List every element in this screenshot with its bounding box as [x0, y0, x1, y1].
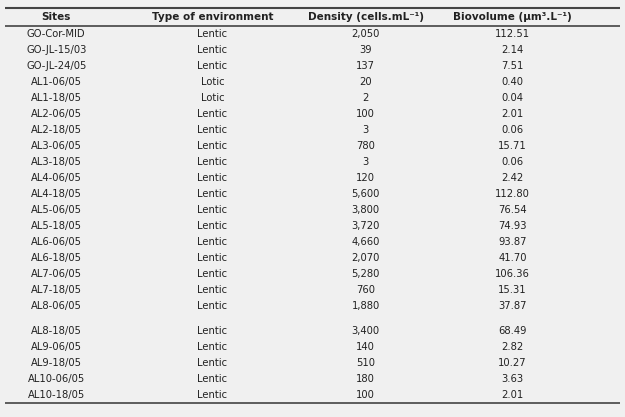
Text: GO-JL-15/03: GO-JL-15/03	[26, 45, 86, 55]
Text: Lentic: Lentic	[198, 326, 228, 336]
Text: 2.82: 2.82	[501, 342, 524, 352]
Text: 76.54: 76.54	[498, 205, 527, 215]
Text: 2,050: 2,050	[351, 29, 380, 39]
Text: AL4-06/05: AL4-06/05	[31, 173, 82, 183]
Text: GO-Cor-MID: GO-Cor-MID	[27, 29, 86, 39]
Text: 100: 100	[356, 390, 375, 400]
Text: AL6-18/05: AL6-18/05	[31, 253, 82, 263]
Text: 68.49: 68.49	[498, 326, 527, 336]
Text: AL5-06/05: AL5-06/05	[31, 205, 82, 215]
Text: Lentic: Lentic	[198, 157, 228, 167]
Text: 3: 3	[362, 157, 369, 167]
Text: 4,660: 4,660	[351, 237, 380, 247]
Text: 0.40: 0.40	[501, 77, 524, 87]
Text: 20: 20	[359, 77, 372, 87]
Text: 2.01: 2.01	[501, 390, 524, 400]
Text: 112.80: 112.80	[495, 189, 530, 199]
Text: 106.36: 106.36	[495, 269, 530, 279]
Text: AL10-18/05: AL10-18/05	[28, 390, 85, 400]
Text: 3,720: 3,720	[351, 221, 380, 231]
Text: Lentic: Lentic	[198, 61, 228, 71]
Text: 0.06: 0.06	[501, 157, 524, 167]
Text: 15.31: 15.31	[498, 285, 527, 295]
Text: Lentic: Lentic	[198, 173, 228, 183]
Text: Biovolume (μm³.L⁻¹): Biovolume (μm³.L⁻¹)	[453, 12, 572, 22]
Text: 3,800: 3,800	[351, 205, 380, 215]
Text: 2.42: 2.42	[501, 173, 524, 183]
Text: 93.87: 93.87	[498, 237, 527, 247]
Text: 3: 3	[362, 125, 369, 135]
Text: AL2-06/05: AL2-06/05	[31, 109, 82, 119]
Text: Lentic: Lentic	[198, 253, 228, 263]
Text: AL2-18/05: AL2-18/05	[31, 125, 82, 135]
Text: Lentic: Lentic	[198, 189, 228, 199]
Text: 5,280: 5,280	[351, 269, 380, 279]
Text: AL4-18/05: AL4-18/05	[31, 189, 82, 199]
Text: 37.87: 37.87	[498, 301, 527, 311]
Text: 39: 39	[359, 45, 372, 55]
Text: Lentic: Lentic	[198, 45, 228, 55]
Text: 100: 100	[356, 109, 375, 119]
Text: AL3-06/05: AL3-06/05	[31, 141, 82, 151]
Text: 112.51: 112.51	[495, 29, 530, 39]
Text: AL8-18/05: AL8-18/05	[31, 326, 82, 336]
Text: 0.04: 0.04	[501, 93, 524, 103]
Text: AL1-06/05: AL1-06/05	[31, 77, 82, 87]
Text: 137: 137	[356, 61, 375, 71]
Text: 2,070: 2,070	[351, 253, 380, 263]
Text: Lentic: Lentic	[198, 237, 228, 247]
Text: Lotic: Lotic	[201, 93, 224, 103]
Text: 2.14: 2.14	[501, 45, 524, 55]
Text: 3.63: 3.63	[501, 374, 524, 384]
Text: AL7-18/05: AL7-18/05	[31, 285, 82, 295]
Text: 780: 780	[356, 141, 375, 151]
Text: 140: 140	[356, 342, 375, 352]
Text: Lentic: Lentic	[198, 29, 228, 39]
Text: 180: 180	[356, 374, 375, 384]
Text: Lentic: Lentic	[198, 342, 228, 352]
Text: 3,400: 3,400	[351, 326, 380, 336]
Text: AL1-18/05: AL1-18/05	[31, 93, 82, 103]
Text: AL9-18/05: AL9-18/05	[31, 358, 82, 368]
Text: 5,600: 5,600	[351, 189, 380, 199]
Text: 760: 760	[356, 285, 375, 295]
Text: 510: 510	[356, 358, 375, 368]
Text: 120: 120	[356, 173, 375, 183]
Text: Lentic: Lentic	[198, 205, 228, 215]
Text: 2.01: 2.01	[501, 109, 524, 119]
Text: 15.71: 15.71	[498, 141, 527, 151]
Text: AL3-18/05: AL3-18/05	[31, 157, 82, 167]
Text: Lentic: Lentic	[198, 109, 228, 119]
Text: Lentic: Lentic	[198, 141, 228, 151]
Text: Lentic: Lentic	[198, 301, 228, 311]
Text: 41.70: 41.70	[498, 253, 527, 263]
Text: Sites: Sites	[41, 12, 71, 22]
Text: Lentic: Lentic	[198, 125, 228, 135]
Text: Lentic: Lentic	[198, 221, 228, 231]
Text: AL5-18/05: AL5-18/05	[31, 221, 82, 231]
Text: AL9-06/05: AL9-06/05	[31, 342, 82, 352]
Text: AL8-06/05: AL8-06/05	[31, 301, 82, 311]
Text: Lentic: Lentic	[198, 374, 228, 384]
Text: Lotic: Lotic	[201, 77, 224, 87]
Text: 10.27: 10.27	[498, 358, 527, 368]
Text: AL6-06/05: AL6-06/05	[31, 237, 82, 247]
Text: 0.06: 0.06	[501, 125, 524, 135]
Text: 74.93: 74.93	[498, 221, 527, 231]
Text: AL7-06/05: AL7-06/05	[31, 269, 82, 279]
Text: Lentic: Lentic	[198, 358, 228, 368]
Text: Density (cells.mL⁻¹): Density (cells.mL⁻¹)	[308, 12, 424, 22]
Text: Type of environment: Type of environment	[152, 12, 273, 22]
Text: GO-JL-24/05: GO-JL-24/05	[26, 61, 86, 71]
Text: AL10-06/05: AL10-06/05	[28, 374, 85, 384]
Text: Lentic: Lentic	[198, 285, 228, 295]
Text: 1,880: 1,880	[351, 301, 380, 311]
Text: Lentic: Lentic	[198, 269, 228, 279]
Text: Lentic: Lentic	[198, 390, 228, 400]
Text: 2: 2	[362, 93, 369, 103]
Text: 7.51: 7.51	[501, 61, 524, 71]
